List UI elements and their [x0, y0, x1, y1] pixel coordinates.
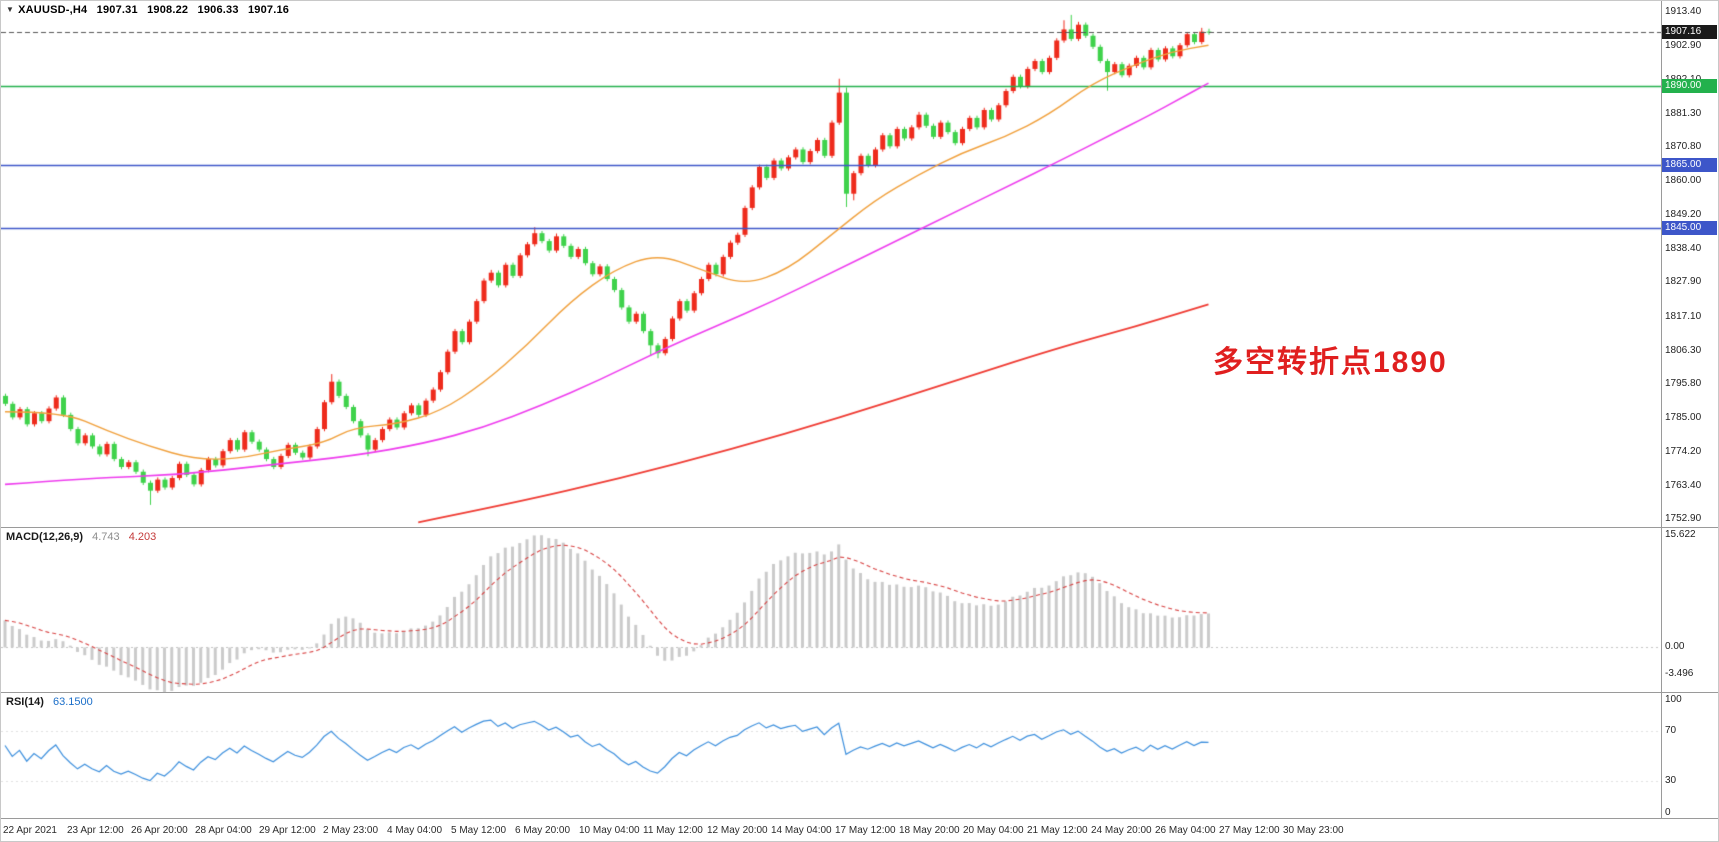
price-axis-label: 1849.20: [1665, 209, 1702, 221]
price-axis-label: 1752.90: [1665, 513, 1702, 525]
rsi-title: RSI(14): [6, 696, 44, 708]
macd-title: MACD(12,26,9): [6, 531, 84, 543]
symbol-label: XAUUSD-,H4: [18, 4, 88, 16]
high-value: 1908.22: [147, 4, 189, 16]
time-axis-label: 23 Apr 12:00: [67, 825, 124, 836]
rsi-axis-label: 100: [1665, 694, 1682, 705]
time-axis-label: 5 May 12:00: [451, 825, 507, 836]
macd-panel-canvas[interactable]: [1, 528, 1661, 692]
macd-axis-label: -3.496: [1665, 668, 1694, 680]
close-value: 1907.16: [247, 4, 290, 16]
low-value: 1906.33: [197, 4, 239, 16]
time-axis-label: 14 May 04:00: [771, 825, 832, 836]
price-axis-label: 1913.40: [1665, 6, 1702, 18]
price-axis-line: [1661, 1, 1662, 819]
time-axis-label: 27 May 12:00: [1219, 825, 1280, 836]
chart-annotation-text[interactable]: 多空转折点1890: [1213, 346, 1448, 379]
collapse-icon[interactable]: ▼: [6, 5, 15, 14]
time-axis-label: 21 May 12:00: [1027, 825, 1088, 836]
main-chart-canvas[interactable]: [1, 1, 1661, 527]
price-axis-label: 1763.40: [1665, 480, 1702, 492]
hline-badge-184500[interactable]: 1845.00: [1662, 221, 1717, 236]
price-axis-label: 1774.20: [1665, 446, 1702, 458]
macd-axis-label: 0.00: [1665, 641, 1685, 653]
price-axis-label: 1785.00: [1665, 412, 1702, 423]
time-axis[interactable]: [1, 819, 1718, 841]
panel-divider-main-macd[interactable]: [1, 527, 1718, 528]
time-axis-label: 29 Apr 12:00: [259, 825, 316, 836]
panel-divider-rsi-time[interactable]: [1, 818, 1718, 819]
price-axis-label: 1838.40: [1665, 243, 1702, 255]
time-axis-label: 12 May 20:00: [707, 825, 768, 836]
time-axis-label: 18 May 20:00: [899, 825, 960, 836]
time-axis-label: 28 Apr 04:00: [195, 825, 252, 836]
price-axis-label: 1795.80: [1665, 377, 1702, 389]
hline-badge-186500[interactable]: 1865.00: [1662, 158, 1717, 173]
rsi-value: 63.1500: [52, 696, 93, 708]
price-axis-label: 1881.30: [1665, 107, 1702, 119]
symbol-ohlc-bar: ▼ XAUUSD-,H4 1907.31 1908.22 1906.33 1907…: [6, 4, 295, 16]
time-axis-label: 20 May 04:00: [963, 825, 1024, 836]
rsi-axis-label: 0: [1665, 807, 1671, 818]
time-axis-label: 11 May 12:00: [643, 825, 703, 836]
macd-title-bar: MACD(12,26,9) 4.743 4.203: [6, 531, 156, 543]
time-axis-label: 6 May 20:00: [515, 825, 571, 836]
panel-divider-macd-rsi[interactable]: [1, 692, 1718, 693]
price-axis-label: 1817.10: [1665, 310, 1702, 322]
time-axis-label: 30 May 23:00: [1283, 825, 1344, 836]
rsi-axis-label: 70: [1665, 724, 1677, 736]
rsi-axis-label: 30: [1665, 774, 1677, 786]
time-axis-label: 10 May 04:00: [579, 825, 640, 836]
time-axis-label: 24 May 20:00: [1091, 825, 1152, 836]
rsi-panel-canvas[interactable]: [1, 693, 1661, 818]
macd-signal-value: 4.203: [128, 531, 157, 543]
hline-badge-189000[interactable]: 1890.00: [1662, 79, 1717, 94]
price-axis-label: 1827.90: [1665, 276, 1702, 288]
open-value: 1907.31: [96, 4, 138, 16]
price-axis-label: 1892.10: [1665, 74, 1701, 85]
time-axis-label: 4 May 04:00: [387, 825, 443, 836]
price-axis-label: 1870.80: [1665, 140, 1702, 152]
price-axis-label: 1860.00: [1665, 175, 1702, 187]
time-axis-label: 26 May 04:00: [1155, 825, 1216, 836]
price-axis-label: 1806.30: [1665, 344, 1702, 356]
current-price-badge: 1907.16: [1662, 25, 1717, 40]
time-axis-label: 2 May 23:00: [323, 825, 379, 836]
time-axis-label: 17 May 12:00: [835, 825, 896, 836]
macd-main-value: 4.743: [92, 531, 120, 543]
rsi-title-bar: RSI(14) 63.1500: [6, 696, 93, 708]
price-axis-label: 1902.90: [1665, 39, 1702, 51]
time-axis-label: 26 Apr 20:00: [131, 825, 188, 836]
time-axis-label: 22 Apr 2021: [3, 825, 57, 836]
macd-axis-label: 15.622: [1665, 529, 1696, 540]
